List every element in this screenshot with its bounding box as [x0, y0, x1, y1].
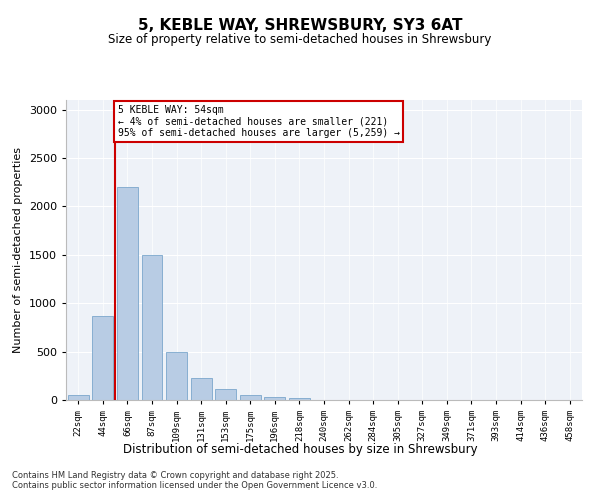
- Text: 5, KEBLE WAY, SHREWSBURY, SY3 6AT: 5, KEBLE WAY, SHREWSBURY, SY3 6AT: [138, 18, 462, 32]
- Bar: [142, 255, 163, 400]
- Bar: [117, 187, 138, 400]
- Bar: [166, 352, 187, 400]
- Bar: [68, 395, 89, 400]
- Bar: [265, 396, 286, 400]
- Bar: [289, 398, 310, 400]
- Text: Contains HM Land Registry data © Crown copyright and database right 2025.: Contains HM Land Registry data © Crown c…: [12, 470, 338, 480]
- Text: Size of property relative to semi-detached houses in Shrewsbury: Size of property relative to semi-detach…: [109, 32, 491, 46]
- Text: 5 KEBLE WAY: 54sqm
← 4% of semi-detached houses are smaller (221)
95% of semi-de: 5 KEBLE WAY: 54sqm ← 4% of semi-detached…: [118, 105, 400, 138]
- Bar: [215, 390, 236, 400]
- Bar: [240, 395, 261, 400]
- Text: Contains public sector information licensed under the Open Government Licence v3: Contains public sector information licen…: [12, 480, 377, 490]
- Y-axis label: Number of semi-detached properties: Number of semi-detached properties: [13, 147, 23, 353]
- Text: Distribution of semi-detached houses by size in Shrewsbury: Distribution of semi-detached houses by …: [122, 442, 478, 456]
- Bar: [191, 378, 212, 400]
- Bar: [92, 316, 113, 400]
